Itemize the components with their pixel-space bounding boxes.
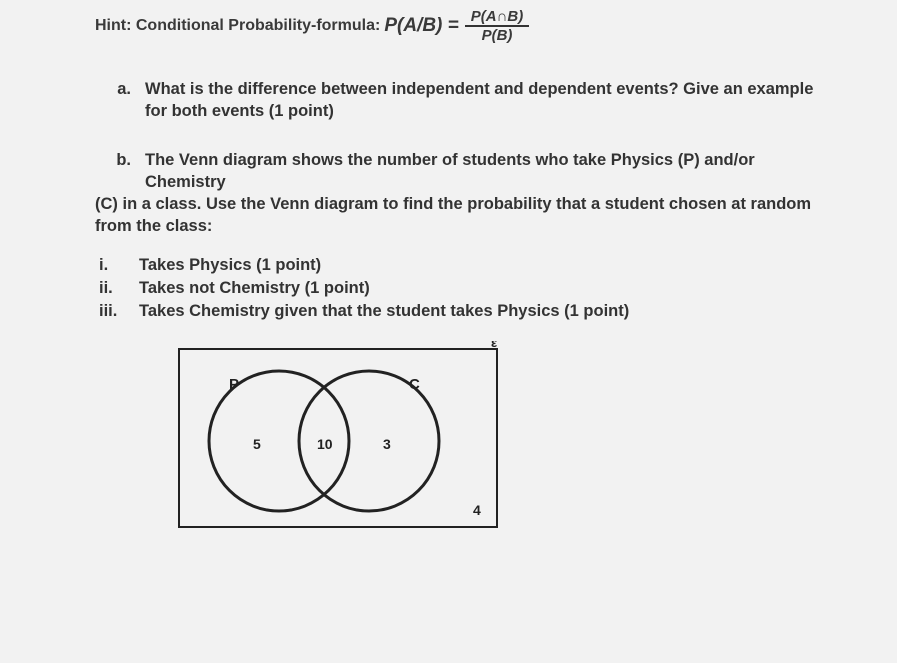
sub-item-iii: iii. Takes Chemistry given that the stud… xyxy=(95,300,815,323)
page: Hint: Conditional Probability-formula: P… xyxy=(0,0,897,663)
question-a-text: What is the difference between independe… xyxy=(145,78,815,123)
content-area: Hint: Conditional Probability-formula: P… xyxy=(95,8,815,546)
formula-fraction: P(A∩B) P(B) xyxy=(465,8,530,44)
hint-line: Hint: Conditional Probability-formula: P… xyxy=(95,8,815,44)
sub-item-ii: ii. Takes not Chemistry (1 point) xyxy=(95,277,815,300)
hint-label: Hint: Conditional Probability-formula: xyxy=(95,17,380,35)
question-b: b. The Venn diagram shows the number of … xyxy=(95,149,815,238)
svg-text:P: P xyxy=(229,376,239,393)
svg-text:C: C xyxy=(409,376,420,393)
marker-iii: iii. xyxy=(95,300,139,323)
sub-item-i: i. Takes Physics (1 point) xyxy=(95,254,815,277)
formula-denominator: P(B) xyxy=(476,27,519,44)
formula-numerator: P(A∩B) xyxy=(465,8,530,27)
marker-i: i. xyxy=(95,254,139,277)
question-b-continuation: (C) in a class. Use the Venn diagram to … xyxy=(95,193,815,238)
question-a: a. What is the difference between indepe… xyxy=(95,78,815,123)
marker-a: a. xyxy=(95,78,145,100)
marker-ii: ii. xyxy=(95,277,139,300)
sub-question-list: i. Takes Physics (1 point) ii. Takes not… xyxy=(95,254,815,323)
svg-text:3: 3 xyxy=(383,436,391,452)
sub-text-ii: Takes not Chemistry (1 point) xyxy=(139,277,370,300)
question-b-lead: The Venn diagram shows the number of stu… xyxy=(145,149,815,194)
venn-diagram: εPC51034 xyxy=(171,341,815,546)
venn-svg: εPC51034 xyxy=(171,341,511,541)
svg-text:4: 4 xyxy=(473,502,481,518)
formula-lhs: P(A/B) = xyxy=(384,15,458,37)
conditional-probability-formula: P(A/B) = P(A∩B) P(B) xyxy=(384,8,529,44)
sub-text-iii: Takes Chemistry given that the student t… xyxy=(139,300,629,323)
svg-text:10: 10 xyxy=(317,436,333,452)
svg-text:5: 5 xyxy=(253,436,261,452)
marker-b: b. xyxy=(95,149,145,171)
sub-text-i: Takes Physics (1 point) xyxy=(139,254,321,277)
